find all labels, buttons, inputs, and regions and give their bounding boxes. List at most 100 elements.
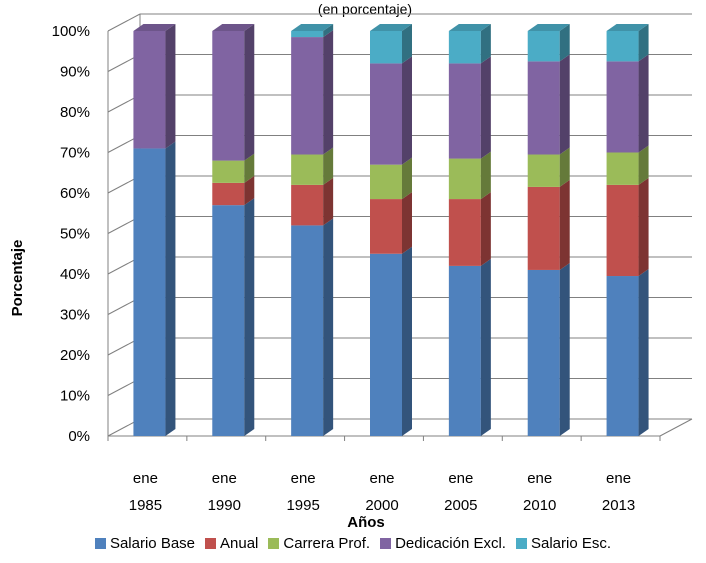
bar-segment [606, 184, 639, 277]
bar-segment [527, 269, 560, 436]
legend-label: Salario Base [109, 535, 196, 552]
bar-segment-side [559, 179, 570, 270]
chart-subtitle: (en porcentaje) [318, 1, 412, 17]
bar-segment-side [402, 192, 412, 254]
legend: Salario Base Anual Carrera Prof. Dedicación… [0, 535, 706, 552]
x-category-label-month: ene [606, 470, 631, 487]
y-tick-label: 70% [60, 145, 90, 162]
bar-stack [133, 24, 176, 436]
bar-top [370, 24, 412, 31]
bar-top [133, 24, 176, 31]
bar-segment-side [244, 24, 255, 161]
bar-segment [133, 31, 166, 149]
bar-segment-side [480, 56, 491, 159]
bar-segment [370, 31, 402, 64]
legend-item: Carrera Prof. [268, 535, 370, 552]
gridline-side [107, 13, 141, 32]
legend-swatch [205, 538, 217, 549]
x-category-label-month: ene [448, 470, 473, 487]
bar-segment [448, 158, 481, 200]
bar-segment-side [638, 54, 649, 153]
bar-segment [448, 31, 481, 64]
y-tick-label: 90% [60, 64, 90, 81]
bar-stack [606, 24, 649, 436]
y-tick-label: 40% [60, 266, 90, 283]
y-axis-ticks: 0% 10% 20% 30% 40% 50% 60% 70% 80% 90% 100% [52, 23, 90, 445]
bar-segment [527, 186, 560, 270]
x-category-label-month: ene [133, 470, 158, 487]
bar-segment-side [559, 147, 570, 187]
legend-swatch [268, 538, 280, 549]
bar-segment-side [480, 151, 491, 200]
bar-top [606, 24, 649, 31]
y-tick-label: 30% [60, 307, 90, 324]
y-axis-title: Porcentaje [9, 240, 26, 317]
bar-segment-side [244, 175, 255, 206]
bar-stack [370, 24, 412, 436]
floor-right-edge [659, 418, 693, 437]
bar-stacks [133, 24, 649, 436]
bar-segment-side [244, 198, 255, 436]
legend-item: Salario Esc. [515, 535, 611, 552]
bar-segment [212, 182, 245, 206]
bar-segment [606, 276, 639, 436]
x-category-label-month: ene [291, 470, 316, 487]
bar-segment [448, 265, 481, 436]
bar-stack [291, 24, 334, 436]
bar-segment [212, 160, 245, 183]
bar-segment [527, 61, 560, 155]
bar-segment [448, 63, 481, 159]
bar-segment [606, 152, 639, 185]
x-category-label-year: 2010 [523, 497, 556, 514]
x-category-label-month: ene [369, 470, 394, 487]
bar-segment-side [480, 258, 491, 436]
x-category-label-year: 1995 [286, 497, 319, 514]
bar-segment [291, 184, 324, 226]
bar-segment-side [638, 269, 649, 436]
legend-swatch [94, 538, 106, 549]
bar-stack [448, 24, 491, 436]
x-category-label-year: 1990 [208, 497, 241, 514]
bar-segment-side [480, 24, 491, 64]
x-category-label-year: 1985 [129, 497, 162, 514]
legend-item: Dedicación Excl. [380, 535, 506, 552]
bar-segment-side [638, 145, 649, 185]
bar-segment [606, 31, 639, 62]
x-category-label-year: 2000 [365, 497, 398, 514]
bar-segment-side [165, 141, 176, 436]
x-category-label-year: 2013 [602, 497, 635, 514]
bar-segment [527, 31, 560, 62]
bar-segment [527, 154, 560, 187]
bar-top [291, 24, 334, 31]
bar-segment [212, 205, 245, 436]
bar-segment-side [638, 24, 649, 62]
bar-segment-side [323, 177, 334, 226]
bar-segment [370, 63, 402, 165]
bar-segment-side [323, 24, 334, 38]
bar-segment [606, 61, 639, 153]
bar-segment-side [402, 157, 412, 200]
bar-segment-side [559, 54, 570, 155]
bar-segment-side [402, 246, 412, 436]
legend-item: Salario Base [94, 535, 196, 552]
y-tick-label: 60% [60, 185, 90, 202]
bar-top [527, 24, 570, 31]
y-tick-label: 80% [60, 104, 90, 121]
bar-segment-side [323, 30, 334, 155]
bar-segment-side [480, 192, 491, 266]
bar-segment [133, 148, 166, 436]
y-tick-label: 50% [60, 226, 90, 243]
bar-segment [291, 225, 324, 436]
legend-label: Dedicación Excl. [395, 535, 506, 552]
bar-segment [291, 37, 324, 155]
bar-segment [370, 199, 402, 254]
bar-segment-side [559, 262, 570, 436]
bar-segment-side [638, 177, 649, 277]
bar-stack [527, 24, 570, 436]
legend-swatch [380, 538, 392, 549]
x-category-label-month: ene [212, 470, 237, 487]
bar-segment [291, 154, 324, 185]
legend-swatch [515, 538, 527, 549]
bar-segment [212, 31, 245, 161]
